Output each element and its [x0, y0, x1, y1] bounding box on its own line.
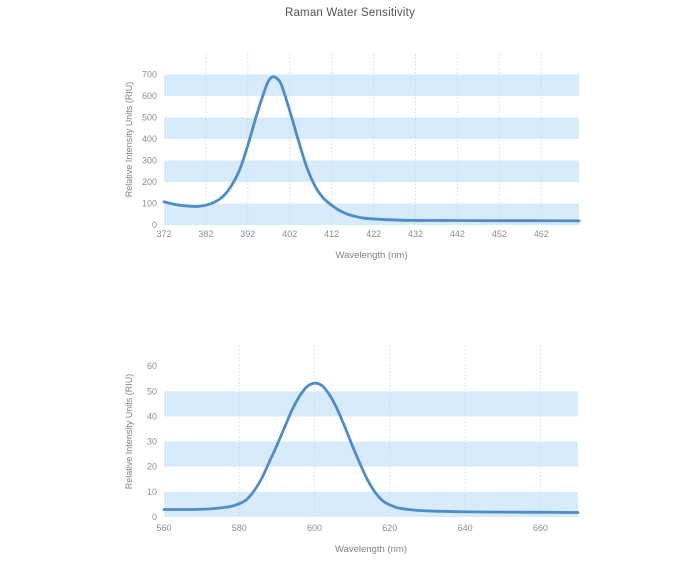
x-tick-label: 372: [156, 229, 171, 239]
y-tick-label: 60: [147, 361, 157, 371]
plot-band: [164, 160, 579, 182]
chart-title: Raman Water Sensitivity: [284, 7, 416, 19]
y-tick-label: 10: [147, 487, 157, 497]
y-tick-label: 50: [147, 386, 157, 396]
x-axis-title: Wavelength (nm): [335, 544, 407, 555]
x-tick-label: 442: [450, 229, 465, 239]
x-tick-label: 432: [408, 229, 423, 239]
y-tick-label: 700: [142, 69, 157, 79]
x-tick-label: 580: [232, 523, 247, 533]
x-tick-label: 422: [366, 229, 381, 239]
x-tick-label: 462: [534, 229, 549, 239]
series-line-water-raman-uv[interactable]: [162, 75, 581, 223]
y-tick-label: 600: [142, 91, 157, 101]
y-tick-label: 0: [152, 512, 157, 522]
uv-spectrum-chart: 372 382 392 402 412 422 432 442 452 462 0 100 200 300…: [124, 54, 581, 261]
y-tick-label: 100: [142, 199, 157, 209]
x-tick-label: 382: [198, 229, 213, 239]
y-tick-label: 0: [152, 220, 157, 230]
y-tick-label: 500: [142, 113, 157, 123]
y-tick-label: 300: [142, 156, 157, 166]
y-tick-label: 20: [147, 462, 157, 472]
y-axis-title: Relative Intensity Units (RIU): [124, 374, 134, 490]
y-tick-label: 30: [147, 437, 157, 447]
x-tick-label: 402: [282, 229, 297, 239]
x-axis-title: Wavelength (nm): [336, 250, 408, 261]
visible-spectrum-chart: 560 580 600 620 640 660 0 10 20 30 40 50 60 Wavelengt…: [124, 346, 580, 555]
x-tick-label: 660: [533, 523, 548, 533]
y-tick-label: 400: [142, 134, 157, 144]
x-tick-label: 640: [458, 523, 473, 533]
plot-band: [164, 117, 579, 139]
plot-band: [164, 74, 579, 96]
y-tick-label: 40: [147, 411, 157, 421]
x-tick-label: 620: [382, 523, 397, 533]
x-tick-label: 600: [307, 523, 322, 533]
x-tick-label: 452: [492, 229, 507, 239]
x-tick-label: 560: [156, 523, 171, 533]
plot-band: [164, 441, 578, 467]
x-tick-label: 412: [324, 229, 339, 239]
y-axis-title: Relative Intensity Units (RIU): [124, 82, 134, 198]
x-tick-label: 392: [240, 229, 255, 239]
plot-band: [164, 391, 578, 417]
series-line-water-raman-visible[interactable]: [162, 381, 580, 514]
y-tick-label: 200: [142, 177, 157, 187]
